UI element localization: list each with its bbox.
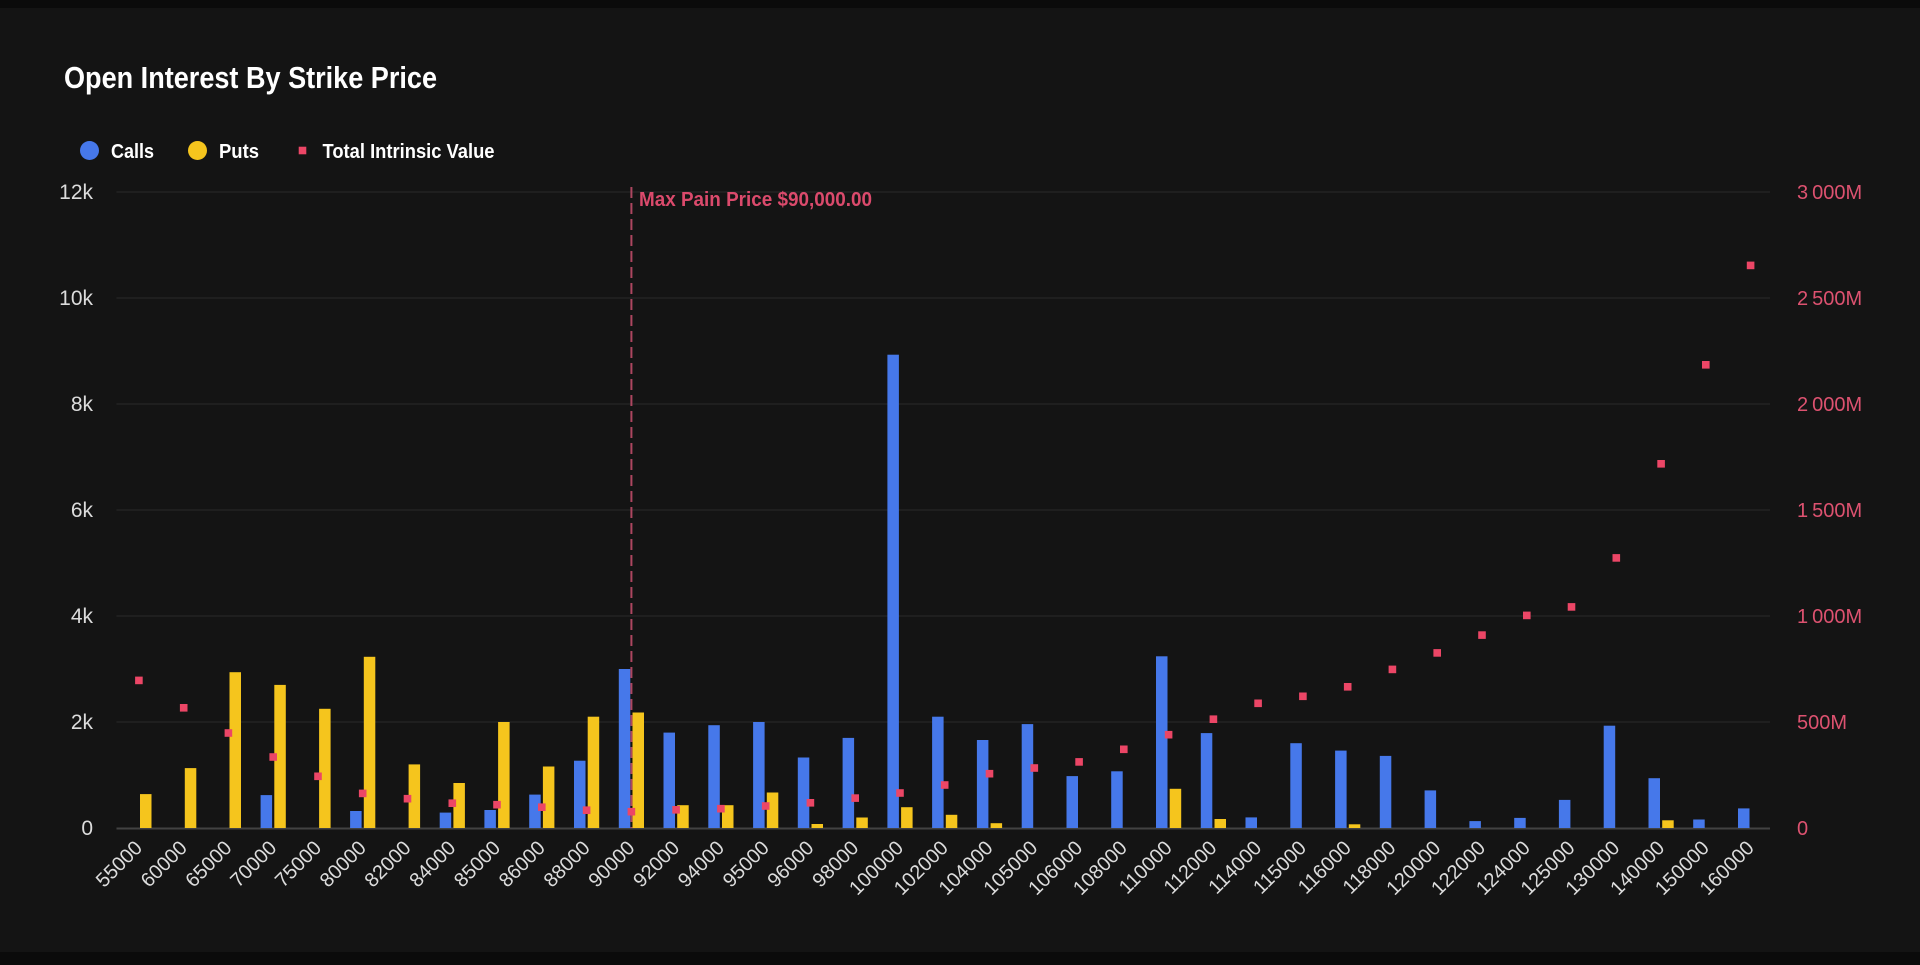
svg-text:1 500M: 1 500M	[1797, 500, 1862, 522]
svg-text:8k: 8k	[71, 393, 94, 416]
svg-text:2k: 2k	[71, 711, 94, 734]
svg-text:2 000M: 2 000M	[1797, 394, 1862, 416]
svg-text:Max Pain Price $90,000.00: Max Pain Price $90,000.00	[639, 189, 872, 211]
svg-text:Total Intrinsic Value: Total Intrinsic Value	[323, 141, 495, 163]
svg-text:Puts: Puts	[219, 141, 259, 163]
svg-text:10k: 10k	[59, 287, 93, 310]
svg-text:500M: 500M	[1797, 712, 1847, 734]
svg-text:Open Interest By Strike Price: Open Interest By Strike Price	[64, 60, 437, 95]
svg-text:Calls: Calls	[111, 141, 154, 163]
svg-text:0: 0	[81, 817, 93, 840]
svg-text:4k: 4k	[71, 605, 94, 628]
svg-text:0: 0	[1797, 818, 1808, 840]
svg-text:1 000M: 1 000M	[1797, 606, 1862, 628]
svg-text:12k: 12k	[59, 181, 93, 204]
svg-text:2 500M: 2 500M	[1797, 288, 1862, 310]
svg-text:3 000M: 3 000M	[1797, 182, 1862, 204]
svg-text:6k: 6k	[71, 499, 94, 522]
